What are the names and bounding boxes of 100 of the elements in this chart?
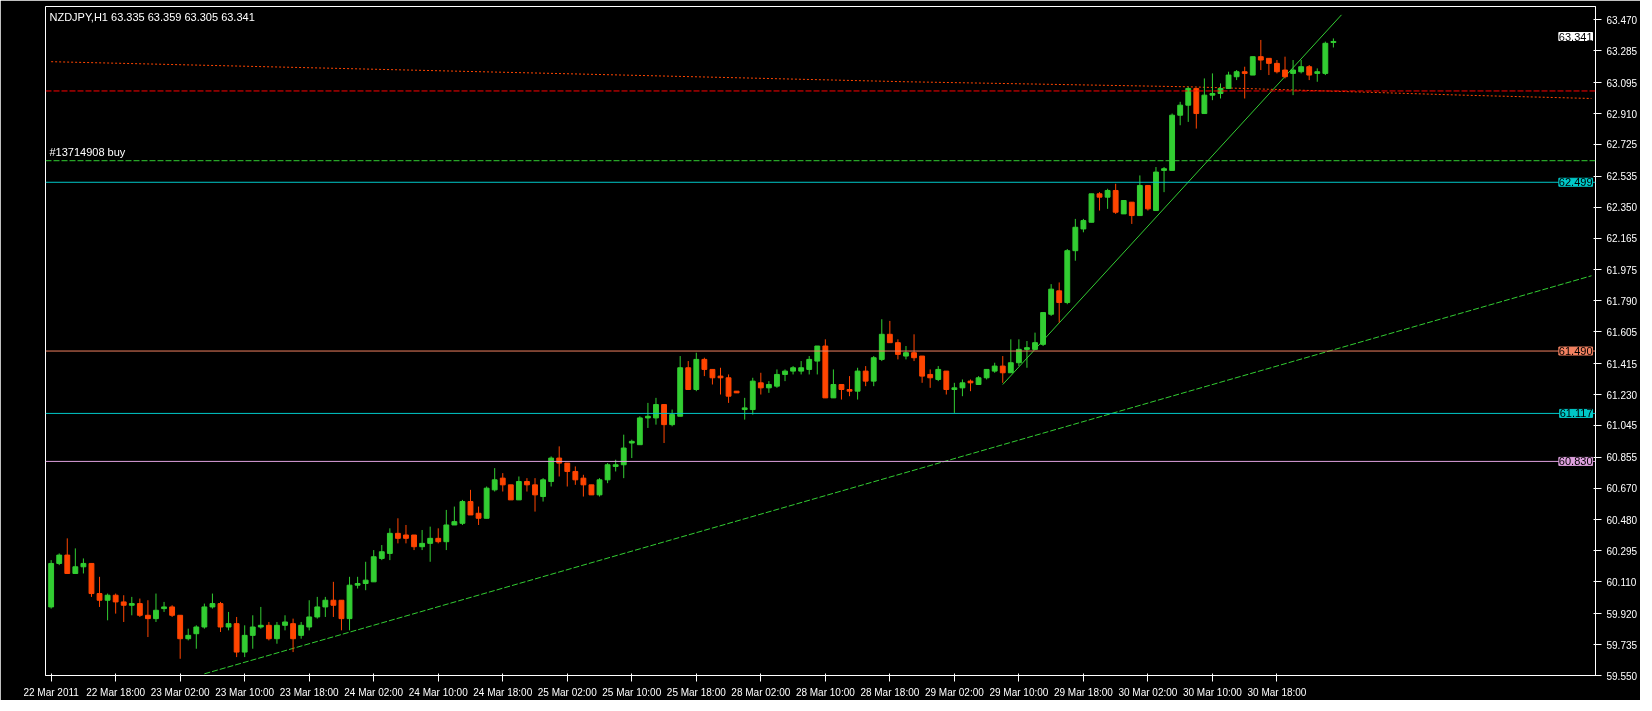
candlestick <box>1007 338 1014 374</box>
candlestick <box>870 355 877 387</box>
x-tick-label: 23 Mar 02:00 <box>150 686 211 698</box>
x-tick-label: 30 Mar 02:00 <box>1118 686 1178 698</box>
x-tick-label: 29 Mar 18:00 <box>1053 686 1114 698</box>
candlestick <box>1298 59 1305 74</box>
x-tick-label: 28 Mar 18:00 <box>860 686 920 698</box>
candlestick <box>1177 101 1184 126</box>
candlestick <box>459 499 466 526</box>
candlestick <box>596 477 603 498</box>
x-tick-label: 25 Mar 02:00 <box>537 686 598 698</box>
x-tick-label: 24 Mar 18:00 <box>473 686 533 698</box>
candlestick <box>919 355 926 384</box>
x-tick-label: 29 Mar 02:00 <box>924 686 985 698</box>
candlestick <box>338 599 345 631</box>
ref-line-label: #13714908 buy <box>49 145 126 158</box>
y-tick-label: 59.735 <box>1606 639 1638 651</box>
x-tick-label: 30 Mar 18:00 <box>1247 686 1307 698</box>
candlestick <box>427 526 434 563</box>
y-tick-label: 60.110 <box>1606 576 1637 588</box>
candlestick <box>515 475 522 501</box>
candlestick <box>193 624 200 650</box>
x-tick-label: 23 Mar 18:00 <box>279 686 340 698</box>
candlestick <box>685 360 692 390</box>
candlestick <box>314 596 321 620</box>
y-tick-label: 59.920 <box>1606 608 1638 620</box>
x-tick-label: 29 Mar 10:00 <box>989 686 1049 698</box>
candlestick <box>201 603 208 630</box>
x-tick-label: 30 Mar 10:00 <box>1182 686 1243 698</box>
candlestick <box>701 357 708 377</box>
candlestick <box>120 594 127 623</box>
candlestick <box>741 397 748 421</box>
y-tick-label: 63.285 <box>1606 45 1638 57</box>
candlestick <box>1265 57 1272 76</box>
candlestick <box>765 380 772 394</box>
candlestick <box>257 606 264 630</box>
candlestick <box>64 537 71 574</box>
candlestick <box>524 477 530 493</box>
candlestick <box>1145 184 1151 212</box>
candlestick <box>886 320 893 344</box>
y-tick-label: 61.790 <box>1606 295 1638 307</box>
y-tick-label: 61.975 <box>1606 264 1638 276</box>
candlestick <box>161 601 167 613</box>
candlestick <box>274 621 280 645</box>
candlestick <box>451 506 458 526</box>
candlestick <box>386 527 393 561</box>
ref-line-label: 61.117 <box>1559 407 1593 420</box>
candlestick <box>1112 183 1119 215</box>
y-tick-label: 62.725 <box>1606 139 1638 151</box>
candlestick <box>362 561 369 591</box>
candlestick <box>604 462 611 484</box>
candlestick <box>548 455 555 488</box>
candlestick <box>403 524 409 544</box>
candlestick <box>645 402 651 429</box>
candlestick <box>653 397 659 426</box>
candlestick <box>1072 218 1079 262</box>
candlestick <box>225 611 232 631</box>
candlestick <box>1249 56 1256 76</box>
x-tick-label: 22 Mar 2011 <box>23 686 80 698</box>
ref-line-label: 60.830 <box>1558 455 1593 468</box>
candlestick <box>943 370 950 396</box>
x-tick-label: 24 Mar 02:00 <box>344 686 404 698</box>
candlestick <box>999 355 1006 384</box>
annotation: 63.341 <box>1558 30 1593 43</box>
candlestick <box>499 472 506 493</box>
candlestick <box>661 404 667 444</box>
candlestick <box>282 614 288 631</box>
x-tick-label: 25 Mar 10:00 <box>602 686 662 698</box>
candlestick <box>153 593 159 623</box>
y-tick-label: 59.550 <box>1606 670 1638 682</box>
candlestick <box>628 439 635 459</box>
candlestick <box>72 547 79 574</box>
candlestick <box>540 477 546 503</box>
y-tick-label: 60.855 <box>1606 452 1638 464</box>
candlestick <box>265 621 272 641</box>
y-tick-label: 63.095 <box>1606 77 1638 89</box>
candlestick <box>620 434 627 479</box>
candlestick <box>322 596 329 618</box>
x-tick-label: 23 Mar 10:00 <box>215 686 275 698</box>
candlestick <box>903 345 909 360</box>
y-tick-label: 60.670 <box>1606 483 1638 495</box>
candlestick <box>911 333 917 362</box>
candlestick <box>1290 59 1296 96</box>
y-tick-label: 62.165 <box>1606 233 1638 245</box>
ref-line-label: 61.490 <box>1558 345 1593 358</box>
y-tick-label: 60.295 <box>1606 545 1638 557</box>
y-tick-label: 63.470 <box>1606 14 1638 26</box>
candlestick <box>104 593 111 621</box>
y-tick-label: 61.415 <box>1606 358 1638 370</box>
candlestick <box>249 614 256 650</box>
candlestick <box>774 368 780 389</box>
candlestick <box>491 467 498 493</box>
x-tick-label: 28 Mar 10:00 <box>795 686 856 698</box>
candlestick <box>862 365 869 387</box>
candlestick <box>1032 332 1038 350</box>
candlestick <box>306 599 313 631</box>
candlestick <box>1104 188 1111 210</box>
candlestick <box>290 618 296 653</box>
candlestick <box>177 614 184 660</box>
y-tick-label: 60.480 <box>1606 514 1638 526</box>
